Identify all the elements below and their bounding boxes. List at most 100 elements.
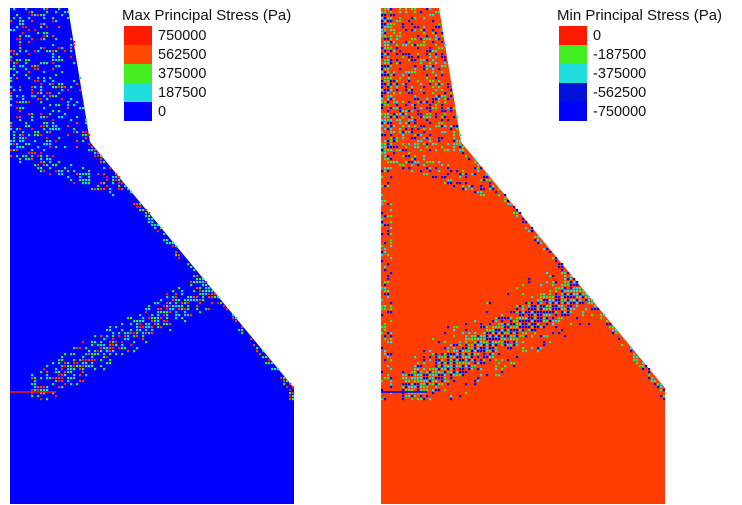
stress-cell <box>450 368 453 371</box>
stress-cell <box>157 323 160 326</box>
stress-cell <box>46 11 49 14</box>
stress-cell <box>184 314 187 317</box>
stress-cell <box>417 98 420 101</box>
stress-cell <box>513 329 516 332</box>
stress-cell <box>549 299 552 302</box>
stress-cell <box>28 41 31 44</box>
stress-cell <box>19 89 22 92</box>
stress-cell <box>61 368 64 371</box>
stress-cell <box>190 314 193 317</box>
stress-cell <box>172 290 175 293</box>
stress-cell <box>387 203 390 206</box>
stress-cell <box>43 161 46 164</box>
legend-swatch <box>559 26 587 45</box>
stress-cell <box>70 38 73 41</box>
stress-cell <box>438 137 441 140</box>
stress-cell <box>208 293 211 296</box>
stress-cell <box>459 350 462 353</box>
stress-cell <box>561 311 564 314</box>
stress-cell <box>423 386 426 389</box>
stress-cell <box>447 356 450 359</box>
stress-cell <box>501 371 504 374</box>
stress-cell <box>387 122 390 125</box>
stress-cell <box>528 278 531 281</box>
stress-cell <box>462 149 465 152</box>
stress-cell <box>390 116 393 119</box>
stress-cell <box>528 308 531 311</box>
stress-cell <box>145 209 148 212</box>
stress-cell <box>399 20 402 23</box>
stress-cell <box>516 212 519 215</box>
legend-entry: -375000 <box>557 64 722 83</box>
stress-cell <box>61 89 64 92</box>
stress-cell <box>199 302 202 305</box>
legend-label: -187500 <box>593 46 647 63</box>
stress-cell <box>103 368 106 371</box>
stress-cell <box>516 308 519 311</box>
stress-cell <box>474 341 477 344</box>
stress-cell <box>390 35 393 38</box>
stress-cell <box>28 125 31 128</box>
stress-cell <box>429 359 432 362</box>
stress-cell <box>211 302 214 305</box>
stress-cell <box>486 350 489 353</box>
stress-cell <box>552 332 555 335</box>
stress-cell <box>100 365 103 368</box>
stress-cell <box>411 119 414 122</box>
stress-cell <box>465 371 468 374</box>
stress-cell <box>435 380 438 383</box>
stress-cell <box>16 14 19 17</box>
stress-cell <box>411 86 414 89</box>
stress-cell <box>157 302 160 305</box>
stress-cell <box>73 359 76 362</box>
stress-cell <box>70 179 73 182</box>
stress-cell <box>408 386 411 389</box>
stress-cell <box>453 335 456 338</box>
stress-cell <box>537 302 540 305</box>
stress-cell <box>13 8 16 11</box>
stress-cell <box>405 104 408 107</box>
stress-cell <box>435 11 438 14</box>
stress-cell <box>546 272 549 275</box>
stress-cell <box>196 299 199 302</box>
stress-cell <box>85 134 88 137</box>
stress-cell <box>426 107 429 110</box>
stress-cell <box>444 125 447 128</box>
stress-cell <box>609 326 612 329</box>
stress-cell <box>567 290 570 293</box>
stress-cell <box>103 356 106 359</box>
stress-cell <box>510 329 513 332</box>
stress-cell <box>432 383 435 386</box>
stress-cell <box>432 86 435 89</box>
stress-cell <box>190 299 193 302</box>
stress-cell <box>16 95 19 98</box>
stress-cell <box>268 362 271 365</box>
stress-cell <box>384 104 387 107</box>
stress-cell <box>417 362 420 365</box>
stress-cell <box>58 380 61 383</box>
stress-cell <box>555 311 558 314</box>
stress-cell <box>52 56 55 59</box>
stress-cell <box>567 311 570 314</box>
stress-cell <box>82 365 85 368</box>
stress-cell <box>465 182 468 185</box>
stress-cell <box>393 14 396 17</box>
stress-cell <box>384 266 387 269</box>
stress-cell <box>31 392 34 395</box>
stress-cell <box>519 320 522 323</box>
stress-cell <box>438 125 441 128</box>
stress-cell <box>405 131 408 134</box>
stress-cell <box>567 308 570 311</box>
stress-cell <box>432 176 435 179</box>
stress-cell <box>531 302 534 305</box>
stress-cell <box>381 131 384 134</box>
stress-cell <box>537 305 540 308</box>
stress-cell <box>429 137 432 140</box>
stress-cell <box>381 398 384 401</box>
stress-cell <box>40 398 43 401</box>
stress-cell <box>399 107 402 110</box>
stress-cell <box>426 113 429 116</box>
stress-cell <box>444 59 447 62</box>
stress-cell <box>570 299 573 302</box>
stress-cell <box>453 125 456 128</box>
